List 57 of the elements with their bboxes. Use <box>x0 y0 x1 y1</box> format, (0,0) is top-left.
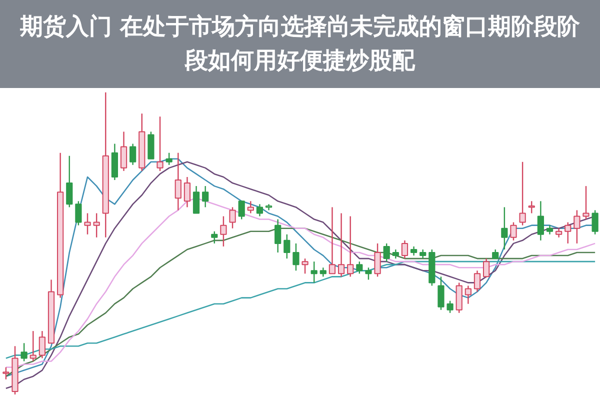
candlestick <box>38 330 46 359</box>
candlestick <box>66 155 73 208</box>
candlestick <box>482 258 490 278</box>
candlestick <box>247 200 254 214</box>
candlestick <box>211 230 218 244</box>
candlestick <box>202 185 209 208</box>
candlestick <box>2 366 10 380</box>
candlestick <box>156 116 164 172</box>
candlestick <box>184 176 191 208</box>
candlestick <box>30 330 36 362</box>
candlestick <box>328 206 336 274</box>
candlestick <box>420 248 426 260</box>
candlestick <box>338 212 345 278</box>
candlestick <box>356 260 363 274</box>
candlestick <box>519 161 526 226</box>
candlestick <box>592 210 598 235</box>
candlestick <box>302 258 308 274</box>
candlestick <box>347 216 354 278</box>
candlestick <box>510 222 517 242</box>
candlestick <box>582 185 590 220</box>
candlestick <box>284 234 290 260</box>
candlestick <box>446 300 454 314</box>
candlestick <box>574 210 580 244</box>
candlestick <box>166 152 172 166</box>
candlestick <box>410 246 418 256</box>
candlestick <box>229 206 236 229</box>
candlestick <box>392 248 399 260</box>
candlestick <box>438 276 444 310</box>
candlestick <box>192 185 200 214</box>
candlestick <box>84 212 91 235</box>
candlestick <box>474 270 481 292</box>
candlestick <box>174 152 182 211</box>
candlestick <box>130 143 136 166</box>
candlestick <box>365 267 372 280</box>
candlestick <box>93 212 100 238</box>
candlestick <box>564 222 572 244</box>
candlestick <box>256 204 264 217</box>
candlestick <box>501 206 508 250</box>
candlestick <box>401 240 408 260</box>
candlestick <box>464 285 472 304</box>
candlestick <box>20 342 28 362</box>
candlestick <box>75 200 82 226</box>
candlestick <box>556 228 562 238</box>
candlestick <box>238 200 245 220</box>
candlestick <box>310 260 318 284</box>
candlestick <box>537 200 544 242</box>
candlestick <box>528 200 535 214</box>
candlestick <box>220 216 227 248</box>
chart-title: 期货入门 在处于市场方向选择尚未完成的窗口期阶段阶段如何用好便捷炒股配 <box>18 13 581 76</box>
candlestick <box>383 242 390 262</box>
candlestick <box>374 242 381 278</box>
candlestick <box>546 224 554 235</box>
candlestick <box>492 248 499 260</box>
candlestick <box>274 218 282 254</box>
candlestick <box>292 242 300 272</box>
candlestick <box>320 267 326 278</box>
candlestick <box>120 131 128 172</box>
